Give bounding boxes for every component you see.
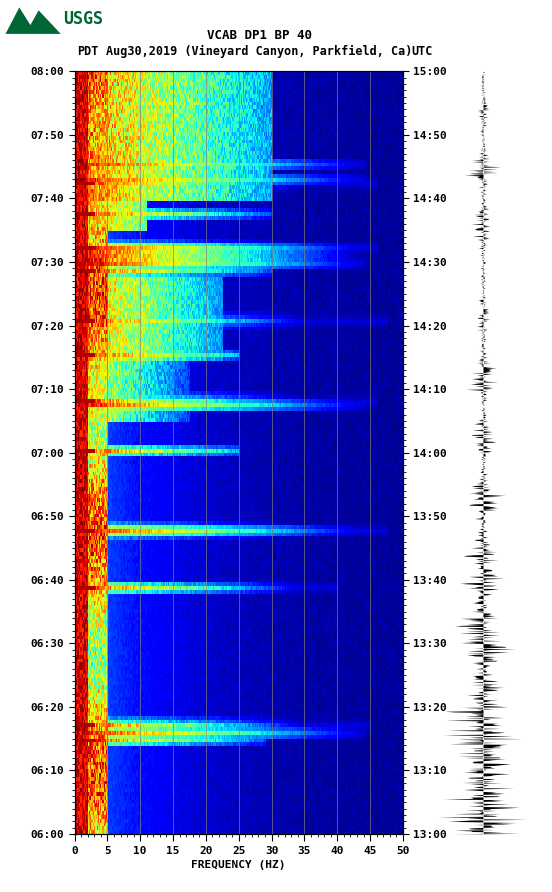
Text: USGS: USGS xyxy=(63,10,103,29)
X-axis label: FREQUENCY (HZ): FREQUENCY (HZ) xyxy=(192,860,286,870)
Text: VCAB DP1 BP 40: VCAB DP1 BP 40 xyxy=(207,29,312,42)
Text: PDT: PDT xyxy=(77,45,99,58)
Text: UTC: UTC xyxy=(411,45,433,58)
Polygon shape xyxy=(6,7,61,34)
Text: Aug30,2019 (Vineyard Canyon, Parkfield, Ca): Aug30,2019 (Vineyard Canyon, Parkfield, … xyxy=(106,45,413,58)
